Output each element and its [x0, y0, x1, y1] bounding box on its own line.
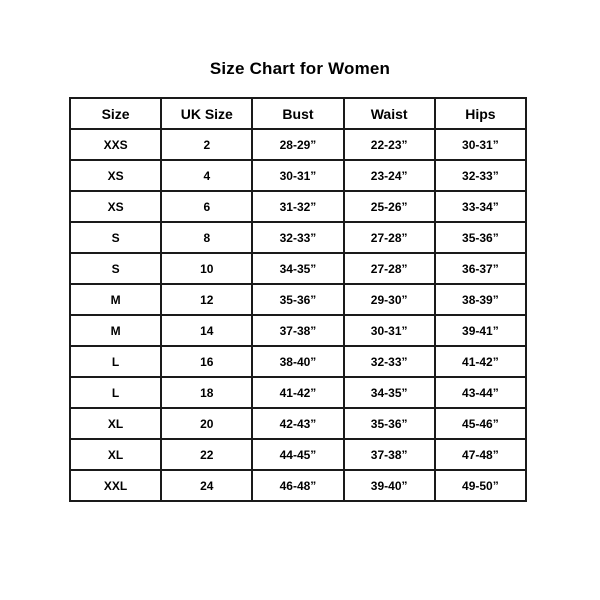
table-cell: 27-28”: [342, 221, 436, 254]
table-cell: 20: [160, 407, 254, 440]
table-cell: 38-40”: [251, 345, 345, 378]
table-row: L 16 38-40” 32-33” 41-42”: [68, 345, 528, 378]
table-cell: XXL: [68, 469, 163, 502]
table-cell: 4: [160, 159, 254, 192]
table-cell: 10: [160, 252, 254, 285]
table-cell: 27-28”: [342, 252, 436, 285]
table-row: XXL 24 46-48” 39-40” 49-50”: [68, 469, 528, 502]
table-row: S 8 32-33” 27-28” 35-36”: [68, 221, 528, 254]
table-cell: 32-33”: [342, 345, 436, 378]
table-row: M 14 37-38” 30-31” 39-41”: [68, 314, 528, 347]
table-cell: 29-30”: [342, 283, 436, 316]
column-header-bust: Bust: [251, 97, 345, 130]
table-cell: 49-50”: [433, 469, 528, 502]
table-cell: 30-31”: [251, 159, 345, 192]
table-cell: 41-42”: [433, 345, 528, 378]
table-cell: XL: [68, 407, 163, 440]
table-cell: 34-35”: [251, 252, 345, 285]
table-cell: 38-39”: [433, 283, 528, 316]
table-cell: 33-34”: [433, 190, 528, 223]
table-cell: 24: [160, 469, 254, 502]
table-row: S 10 34-35” 27-28” 36-37”: [68, 252, 528, 285]
table-cell: 6: [160, 190, 254, 223]
table-cell: 47-48”: [433, 438, 528, 471]
table-cell: XL: [68, 438, 163, 471]
table-cell: 37-38”: [251, 314, 345, 347]
table-row: XL 20 42-43” 35-36” 45-46”: [68, 407, 528, 440]
page-title: Size Chart for Women: [209, 59, 391, 78]
table-cell: 44-45”: [251, 438, 345, 471]
table-cell: 35-36”: [342, 407, 436, 440]
table-cell: 22-23”: [342, 128, 436, 161]
table-cell: 25-26”: [342, 190, 436, 223]
table-cell: 34-35”: [342, 376, 436, 409]
table-cell: 45-46”: [433, 407, 528, 440]
column-header-uk-size: UK Size: [160, 97, 254, 130]
table-row: L 18 41-42” 34-35” 43-44”: [68, 376, 528, 409]
table-cell: 31-32”: [251, 190, 345, 223]
table-cell: M: [68, 283, 163, 316]
table-cell: XS: [68, 190, 163, 223]
column-header-hips: Hips: [433, 97, 528, 130]
table-cell: XS: [68, 159, 163, 192]
table-row: M 12 35-36” 29-30” 38-39”: [68, 283, 528, 316]
table-cell: 30-31”: [433, 128, 528, 161]
table-cell: 28-29”: [251, 128, 345, 161]
table-cell: 39-40”: [342, 469, 436, 502]
table-cell: 35-36”: [251, 283, 345, 316]
table-cell: 35-36”: [433, 221, 528, 254]
table-cell: 16: [160, 345, 254, 378]
table-header-row: Size UK Size Bust Waist Hips: [68, 97, 528, 130]
table-cell: 39-41”: [433, 314, 528, 347]
table-cell: M: [68, 314, 163, 347]
column-header-waist: Waist: [342, 97, 436, 130]
table-cell: 2: [160, 128, 254, 161]
table-cell: 18: [160, 376, 254, 409]
table-row: XS 6 31-32” 25-26” 33-34”: [68, 190, 528, 223]
table-cell: 37-38”: [342, 438, 436, 471]
table-cell: 22: [160, 438, 254, 471]
table-cell: 8: [160, 221, 254, 254]
table-cell: 43-44”: [433, 376, 528, 409]
table-cell: S: [68, 221, 163, 254]
table-cell: 41-42”: [251, 376, 345, 409]
table-cell: 46-48”: [251, 469, 345, 502]
table-row: XXS 2 28-29” 22-23” 30-31”: [68, 128, 528, 161]
table-cell: XXS: [68, 128, 163, 161]
table-cell: 32-33”: [433, 159, 528, 192]
table-row: XL 22 44-45” 37-38” 47-48”: [68, 438, 528, 471]
table-cell: 42-43”: [251, 407, 345, 440]
table-cell: L: [68, 345, 163, 378]
table-cell: 32-33”: [251, 221, 345, 254]
column-header-size: Size: [68, 97, 163, 130]
table-cell: 30-31”: [342, 314, 436, 347]
table-cell: 14: [160, 314, 254, 347]
table-cell: 12: [160, 283, 254, 316]
table-cell: 23-24”: [342, 159, 436, 192]
table-cell: 36-37”: [433, 252, 528, 285]
size-chart-table: Size UK Size Bust Waist Hips XXS 2 28-29…: [68, 97, 528, 502]
table-cell: S: [68, 252, 163, 285]
table-row: XS 4 30-31” 23-24” 32-33”: [68, 159, 528, 192]
table-cell: L: [68, 376, 163, 409]
